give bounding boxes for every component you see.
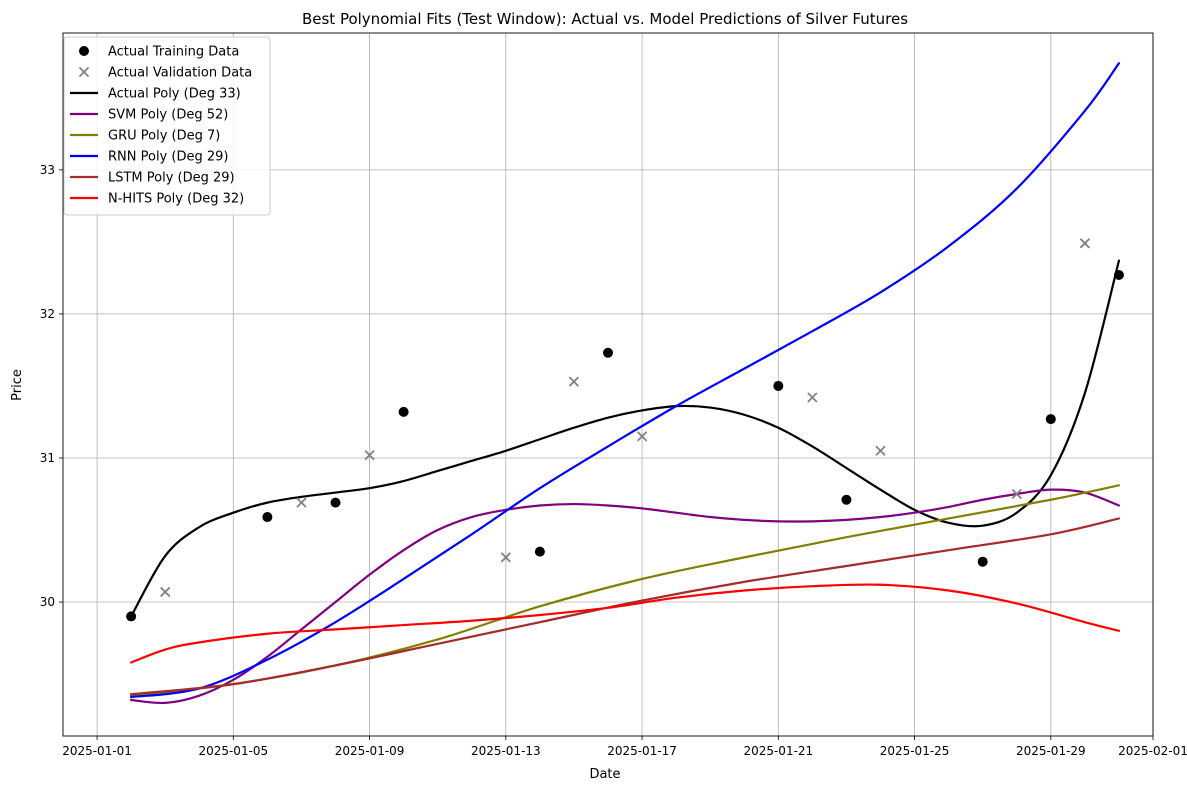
legend-marker-x xyxy=(78,66,90,78)
chart-title: Best Polynomial Fits (Test Window): Actu… xyxy=(302,10,908,28)
validation-marker-stroke xyxy=(296,497,307,508)
training-point xyxy=(330,497,341,508)
y-tick-label: 32 xyxy=(40,307,55,321)
legend-box xyxy=(63,36,271,216)
validation-point xyxy=(636,431,648,442)
legend-label: N-HITS Poly (Deg 32) xyxy=(108,192,244,207)
x-tick-label: 2025-01-29 xyxy=(1016,744,1086,758)
x-tick-label: 2025-01-21 xyxy=(743,744,813,758)
axis-ticks: 2025-01-01 2025-01-05 2025-01-09 2025-01-13… xyxy=(40,163,1187,758)
x-tick-label: 2025-01-01 xyxy=(62,744,132,758)
x-tick-label: 2025-01-09 xyxy=(335,744,405,758)
validation-marker-stroke xyxy=(500,552,511,563)
training-point xyxy=(126,611,137,622)
legend-label: Actual Poly (Deg 33) xyxy=(108,87,241,102)
legend-entry: RNN Poly (Deg 29) xyxy=(70,150,228,165)
series-line-lstm-poly-deg-29 xyxy=(130,517,1121,696)
x-tick-label: 2025-01-17 xyxy=(607,744,677,758)
validation-point xyxy=(1079,238,1091,249)
validation-point xyxy=(875,445,886,456)
validation-point xyxy=(500,552,511,563)
legend-label: RNN Poly (Deg 29) xyxy=(108,150,228,165)
training-point xyxy=(841,494,852,505)
x-tick-label: 2025-02-01 xyxy=(1118,744,1187,758)
legend-label: Actual Training Data xyxy=(108,45,239,60)
validation-marker-stroke xyxy=(807,392,818,403)
legend-label: GRU Poly (Deg 7) xyxy=(108,129,220,144)
plot-area xyxy=(126,62,1124,705)
validation-marker-stroke xyxy=(160,586,171,598)
training-point xyxy=(1045,414,1056,425)
legend-entry: LSTM Poly (Deg 29) xyxy=(70,171,235,186)
series-line-rnn-poly-deg-29 xyxy=(130,62,1121,699)
legend-label: Actual Validation Data xyxy=(108,66,252,81)
validation-point xyxy=(1011,488,1022,500)
legend-marker-dot xyxy=(79,46,89,56)
legend-entry: Actual Validation Data xyxy=(78,66,252,81)
validation-point xyxy=(807,392,818,403)
training-point xyxy=(534,546,545,557)
training-point xyxy=(262,512,273,523)
validation-point xyxy=(160,586,171,598)
validation-marker-stroke xyxy=(636,431,648,442)
validation-marker-stroke xyxy=(568,376,580,387)
legend: Actual Training Data Actual Validation Da… xyxy=(63,36,271,216)
training-point xyxy=(1113,270,1124,281)
legend-entry: GRU Poly (Deg 7) xyxy=(70,129,220,144)
x-tick-label: 2025-01-25 xyxy=(880,744,950,758)
series-line-actual-poly-deg-33 xyxy=(130,259,1121,618)
training-point xyxy=(603,347,613,358)
legend-entry: SVM Poly (Deg 52) xyxy=(70,108,228,123)
y-axis-label: Price xyxy=(10,369,25,401)
validation-marker-stroke xyxy=(1079,238,1091,249)
validation-marker-stroke xyxy=(364,449,375,461)
validation-point xyxy=(364,449,375,461)
x-tick-label: 2025-01-13 xyxy=(471,744,541,758)
legend-entry: Actual Poly (Deg 33) xyxy=(70,87,241,102)
validation-marker-stroke xyxy=(875,445,886,456)
legend-label: SVM Poly (Deg 52) xyxy=(108,108,228,123)
x-tick-label: 2025-01-05 xyxy=(198,744,268,758)
series-line-n-hits-poly-deg-32 xyxy=(130,583,1121,664)
plot-frame xyxy=(62,32,1154,737)
y-tick-label: 31 xyxy=(40,451,55,465)
y-tick-label: 33 xyxy=(40,163,55,177)
training-point xyxy=(773,380,784,391)
y-tick-label: 30 xyxy=(40,595,55,609)
training-point xyxy=(398,406,409,417)
training-point xyxy=(977,556,988,567)
x-axis-label: Date xyxy=(589,767,620,782)
validation-point xyxy=(296,497,307,508)
validation-marker-stroke xyxy=(1011,488,1022,500)
legend-label: LSTM Poly (Deg 29) xyxy=(108,171,235,186)
validation-point xyxy=(568,376,580,387)
legend-entry: N-HITS Poly (Deg 32) xyxy=(70,192,244,207)
legend-entry: Actual Training Data xyxy=(79,45,239,60)
